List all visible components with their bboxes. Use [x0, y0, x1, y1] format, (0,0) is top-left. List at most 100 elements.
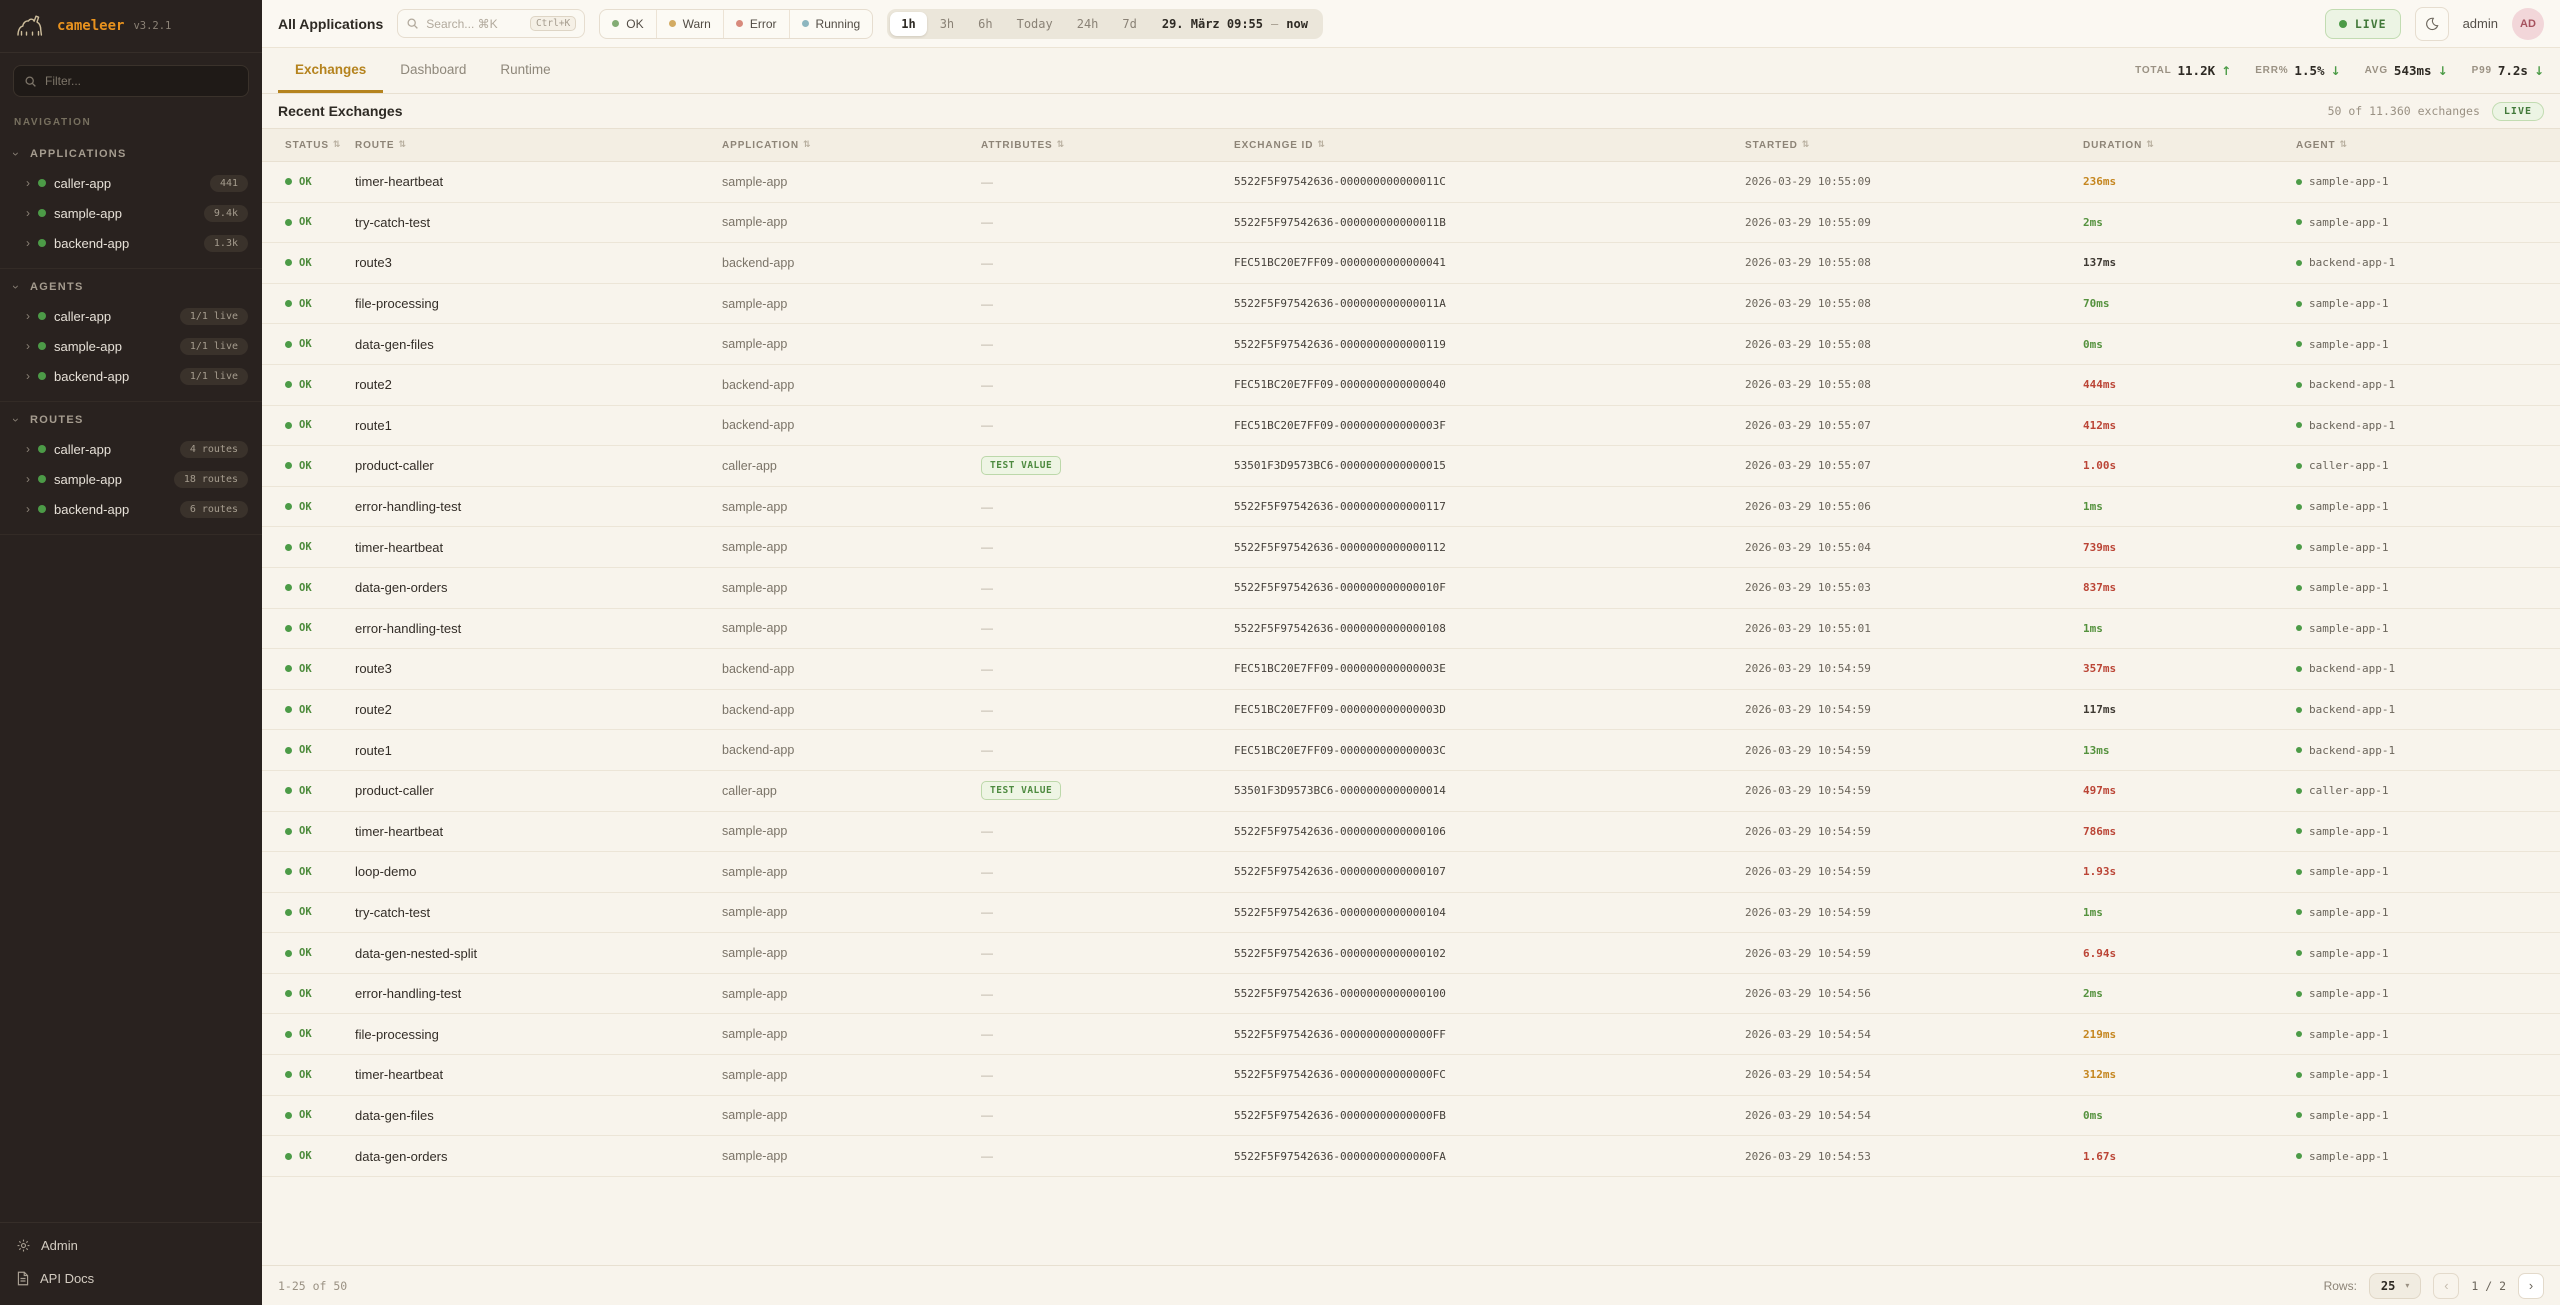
table-row[interactable]: OK route3 backend-app — FEC51BC20E7FF09-0000… — [262, 243, 2560, 284]
table-row[interactable]: OK error-handling-test sample-app — 5522F5F9… — [262, 609, 2560, 650]
table-row[interactable]: OK timer-heartbeat sample-app — 5522F5F97542… — [262, 812, 2560, 853]
agent-dot-icon — [2296, 625, 2302, 632]
table-row[interactable]: OK loop-demo sample-app — 5522F5F97542636-00… — [262, 852, 2560, 893]
main-panel: All Applications Search... ⌘K Ctrl+K OK … — [262, 0, 2560, 1305]
time-range-display[interactable]: 29. März 09:55 – now — [1150, 17, 1320, 31]
stat-avg: AVG 543ms ↓ — [2365, 63, 2448, 78]
item-badge: 9.4k — [203, 204, 248, 222]
chevron-right-icon: › — [26, 502, 30, 516]
column-header-exchange-id[interactable]: EXCHANGE ID ⇅ — [1234, 140, 1745, 151]
time-range-24h[interactable]: 24h — [1076, 16, 1099, 31]
filter-chip-error[interactable]: Error — [722, 9, 789, 38]
cell-status: OK — [285, 338, 355, 350]
filter-chip-running[interactable]: Running — [788, 9, 873, 38]
group-header-applications[interactable]: › APPLICATIONS — [0, 140, 262, 168]
sidebar-item-caller-app[interactable]: › caller-app 441 — [0, 168, 262, 198]
table-row[interactable]: OK try-catch-test sample-app — 5522F5F975426… — [262, 203, 2560, 244]
live-toggle-button[interactable]: LIVE — [2324, 8, 2401, 39]
table-row[interactable]: OK error-handling-test sample-app — 5522F5F9… — [262, 974, 2560, 1015]
table-row[interactable]: OK data-gen-files sample-app — 5522F5F975426… — [262, 324, 2560, 365]
column-header-agent[interactable]: AGENT ⇅ — [2296, 140, 2560, 151]
column-header-attributes[interactable]: ATTRIBUTES ⇅ — [981, 140, 1234, 151]
cell-attributes: — — [981, 621, 993, 636]
time-range-today[interactable]: Today — [1016, 16, 1053, 31]
table-row[interactable]: OK timer-heartbeat sample-app — 5522F5F97542… — [262, 1055, 2560, 1096]
table-row[interactable]: OK route3 backend-app — FEC51BC20E7FF09-0000… — [262, 649, 2560, 690]
sidebar-item-sample-app[interactable]: › sample-app 1/1 live — [0, 331, 262, 361]
table-row[interactable]: OK error-handling-test sample-app — 5522F5F9… — [262, 487, 2560, 528]
cell-agent: sample-app-1 — [2296, 622, 2560, 635]
status-dot-icon — [285, 827, 292, 835]
column-header-application[interactable]: APPLICATION ⇅ — [722, 140, 981, 151]
table-row[interactable]: OK data-gen-orders sample-app — 5522F5F97542… — [262, 1136, 2560, 1177]
sidebar-item-caller-app[interactable]: › caller-app 4 routes — [0, 434, 262, 464]
sidebar-item-api-docs[interactable]: API Docs — [0, 1262, 262, 1295]
table-row[interactable]: OK route1 backend-app — FEC51BC20E7FF09-0000… — [262, 730, 2560, 771]
group-header-routes[interactable]: › ROUTES — [0, 406, 262, 434]
logo[interactable]: cameleer v3.2.1 — [0, 0, 262, 53]
time-range-end: now — [1286, 16, 1308, 31]
table-row[interactable]: OK route2 backend-app — FEC51BC20E7FF09-0000… — [262, 690, 2560, 731]
item-badge: 1/1 live — [179, 367, 248, 385]
status-label: OK — [299, 825, 312, 838]
column-header-started[interactable]: STARTED ⇅ — [1745, 140, 2083, 151]
tab-dashboard[interactable]: Dashboard — [400, 61, 467, 77]
table-row[interactable]: OK try-catch-test sample-app — 5522F5F975426… — [262, 893, 2560, 934]
cell-agent: sample-app-1 — [2296, 175, 2560, 188]
cell-duration: 1.00s — [2083, 459, 2117, 473]
table-row[interactable]: OK data-gen-orders sample-app — 5522F5F97542… — [262, 568, 2560, 609]
sidebar-item-sample-app[interactable]: › sample-app 9.4k — [0, 198, 262, 228]
column-label: ROUTE — [355, 139, 395, 151]
time-range-1h[interactable]: 1h — [890, 11, 927, 36]
table-row[interactable]: OK file-processing sample-app — 5522F5F97542… — [262, 284, 2560, 325]
cell-status: OK — [285, 866, 355, 878]
avatar[interactable]: AD — [2512, 7, 2544, 40]
sidebar-item-backend-app[interactable]: › backend-app 1.3k — [0, 228, 262, 258]
sidebar-item-backend-app[interactable]: › backend-app 1/1 live — [0, 361, 262, 391]
theme-toggle-button[interactable] — [2414, 6, 2449, 41]
column-header-duration[interactable]: DURATION ⇅ — [2083, 140, 2296, 151]
app-version: v3.2.1 — [133, 20, 172, 32]
time-range-6h[interactable]: 6h — [978, 16, 993, 31]
table-row[interactable]: OK route1 backend-app — FEC51BC20E7FF09-0000… — [262, 406, 2560, 447]
sidebar-item-sample-app[interactable]: › sample-app 18 routes — [0, 464, 262, 494]
tab-runtime[interactable]: Runtime — [500, 61, 551, 77]
cell-duration: 1ms — [2083, 905, 2103, 919]
table-row[interactable]: OK timer-heartbeat sample-app — 5522F5F97542… — [262, 527, 2560, 568]
cell-exchange-id: 5522F5F97542636-0000000000000112 — [1234, 540, 1446, 554]
cell-route: loop-demo — [355, 864, 417, 880]
cell-attributes: — — [981, 1108, 993, 1123]
status-dot-icon — [285, 1111, 292, 1119]
column-header-route[interactable]: ROUTE ⇅ — [355, 140, 722, 151]
search-input[interactable]: Search... ⌘K Ctrl+K — [397, 9, 586, 38]
cell-exchange-id: 5522F5F97542636-00000000000000FF — [1234, 1027, 1446, 1041]
prev-page-button[interactable]: ‹ — [2433, 1272, 2460, 1299]
filter-chip-ok[interactable]: OK — [600, 10, 655, 38]
sidebar-item-admin[interactable]: Admin — [0, 1229, 262, 1262]
column-header-status[interactable]: STATUS ⇅ — [285, 140, 355, 151]
filter-input[interactable]: Filter... — [13, 65, 249, 97]
rows-per-page-select[interactable]: 25 ▾ — [2368, 1272, 2422, 1299]
time-range-3h[interactable]: 3h — [939, 16, 955, 31]
table-row[interactable]: OK timer-heartbeat sample-app — 5522F5F97542… — [262, 162, 2560, 203]
cell-agent: sample-app-1 — [2296, 1109, 2560, 1122]
sidebar-item-backend-app[interactable]: › backend-app 6 routes — [0, 494, 262, 524]
time-range-7d[interactable]: 7d — [1122, 16, 1137, 31]
cell-attributes: — — [981, 824, 993, 839]
table-row[interactable]: OK product-caller caller-app TEST VALUE 5350… — [262, 771, 2560, 812]
tab-exchanges[interactable]: Exchanges — [278, 48, 384, 93]
cell-application: caller-app — [722, 783, 777, 798]
table-row[interactable]: OK file-processing sample-app — 5522F5F97542… — [262, 1014, 2560, 1056]
table-row[interactable]: OK product-caller caller-app TEST VALUE 5350… — [262, 446, 2560, 487]
table-row[interactable]: OK data-gen-nested-split sample-app — 5522F5… — [262, 933, 2560, 974]
sidebar-item-caller-app[interactable]: › caller-app 1/1 live — [0, 301, 262, 331]
table-row[interactable]: OK route2 backend-app — FEC51BC20E7FF09-0000… — [262, 365, 2560, 406]
cell-agent: sample-app-1 — [2296, 906, 2560, 919]
cell-exchange-id: 5522F5F97542636-0000000000000117 — [1234, 500, 1446, 514]
table-row[interactable]: OK data-gen-files sample-app — 5522F5F975426… — [262, 1096, 2560, 1137]
stat-err: ERR% 1.5% ↓ — [2255, 63, 2340, 78]
group-header-agents[interactable]: › AGENTS — [0, 273, 262, 301]
time-range-group: 1h 3h 6h Today 24h 7d 29. März 09:55 – n… — [887, 8, 1323, 39]
filter-chip-warn[interactable]: Warn — [655, 9, 723, 38]
next-page-button[interactable]: › — [2518, 1272, 2544, 1299]
